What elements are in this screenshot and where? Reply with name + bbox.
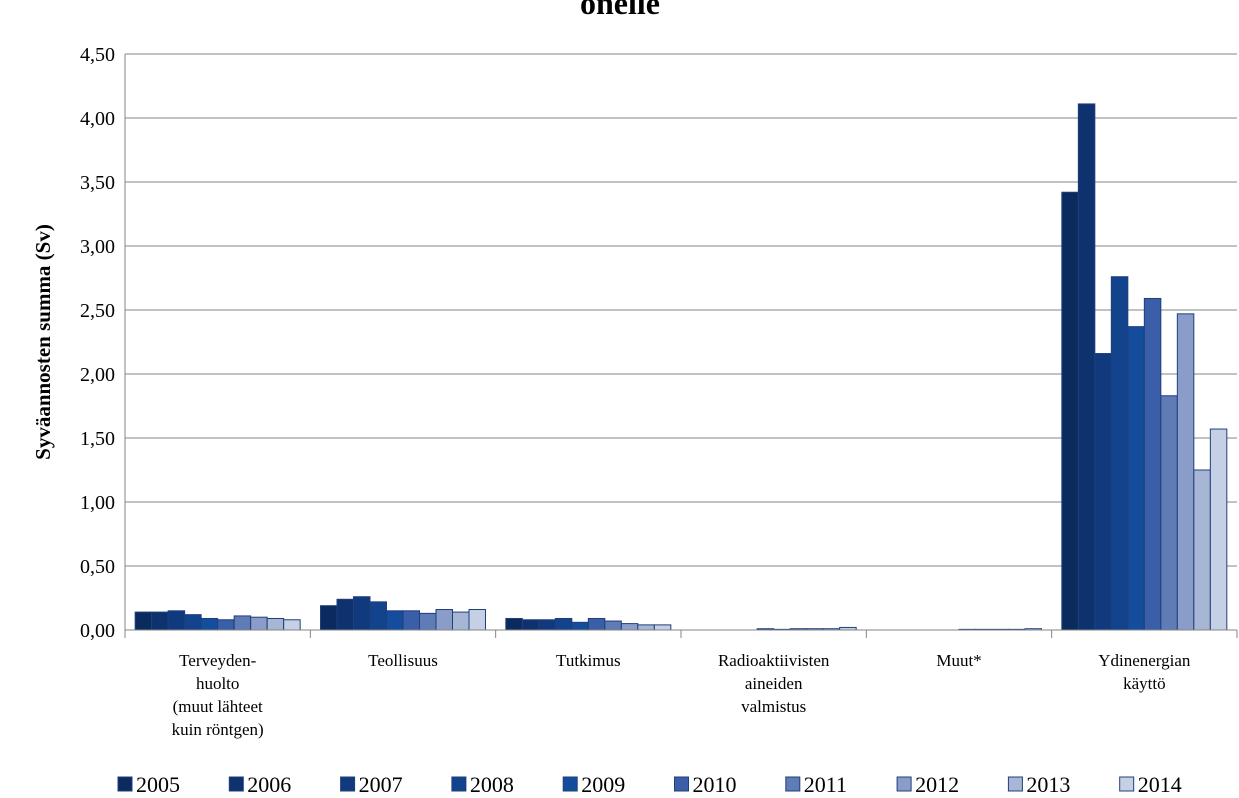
bar (1193, 469, 1211, 631)
bar (468, 609, 486, 631)
bar (266, 617, 285, 631)
y-tick-label: 3,50 (80, 172, 115, 194)
bar (336, 598, 354, 631)
legend-swatch (117, 776, 133, 792)
x-tick-label: Tutkimus (556, 651, 621, 670)
legend-label: 2010 (693, 772, 737, 797)
bar (1160, 395, 1178, 631)
bar (521, 619, 540, 631)
x-tick-label: Radioaktiivisten aineiden valmistus (718, 651, 830, 716)
bar (320, 605, 338, 631)
bar (402, 610, 420, 631)
bar (233, 615, 252, 631)
legend-swatch (562, 776, 578, 792)
bar (604, 620, 622, 631)
bar (1127, 326, 1145, 631)
legend-swatch (1007, 776, 1023, 792)
bar (505, 617, 523, 631)
legend-swatch (785, 776, 801, 792)
bar (1176, 313, 1195, 631)
bar (283, 619, 301, 631)
bar (452, 611, 470, 631)
legend-swatch (1119, 776, 1135, 792)
bar (1143, 297, 1162, 631)
legend-swatch (896, 776, 912, 792)
bar (571, 621, 589, 631)
bar (653, 624, 672, 631)
bar (184, 614, 202, 631)
bar (1110, 276, 1129, 631)
bar (200, 617, 219, 631)
legend-label: 2011 (804, 772, 847, 797)
bar (587, 617, 606, 631)
bar (1061, 191, 1079, 631)
bar (538, 619, 556, 631)
y-tick-label: 4,00 (80, 108, 115, 130)
legend-label: 2007 (359, 772, 403, 797)
bar (217, 619, 235, 631)
legend-label: 2013 (1026, 772, 1070, 797)
bar (1209, 428, 1228, 631)
x-tick-label: Terveyden-huolto (muut lähteet kuin röntge… (172, 651, 264, 739)
legend-label: 2009 (581, 772, 625, 797)
x-tick-label: Teollisuus (368, 651, 438, 670)
bar (435, 609, 453, 631)
bar (419, 612, 437, 631)
legend-label: 2012 (915, 772, 959, 797)
legend-swatch (451, 776, 467, 792)
bar (1094, 353, 1112, 631)
legend-label: 2014 (1138, 772, 1182, 797)
bar (1077, 103, 1096, 631)
bar (151, 611, 169, 631)
bar (620, 623, 639, 631)
y-tick-label: 0,00 (80, 620, 115, 642)
y-tick-label: 0,50 (80, 556, 115, 578)
legend-swatch (340, 776, 356, 792)
legend-label: 2008 (470, 772, 514, 797)
bar (554, 617, 573, 631)
bar (386, 610, 404, 631)
legend-label: 2006 (247, 772, 291, 797)
bar (353, 596, 371, 631)
x-tick-label: Muut* (936, 651, 981, 670)
y-tick-label: 4,50 (80, 44, 115, 66)
y-tick-label: 1,50 (80, 428, 115, 450)
y-tick-label: 3,00 (80, 236, 115, 258)
y-axis-title: Syväannosten summa (Sv) (31, 224, 55, 460)
y-tick-label: 2,50 (80, 300, 115, 322)
bar (167, 610, 186, 631)
bar (369, 601, 387, 631)
y-tick-label: 1,00 (80, 492, 115, 514)
legend-swatch (674, 776, 689, 792)
x-tick-label: Ydinenergian käyttö (1098, 651, 1191, 693)
legend-swatch (228, 776, 244, 792)
bar (250, 616, 268, 631)
bar (637, 624, 655, 631)
legend-label: 2005 (136, 772, 180, 797)
bar (134, 611, 153, 631)
y-tick-label: 2,00 (80, 364, 115, 386)
chart-title: onelle (580, 0, 660, 21)
